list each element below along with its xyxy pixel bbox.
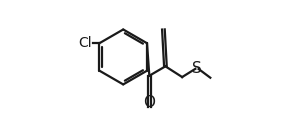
Text: Cl: Cl [78, 36, 92, 50]
Text: O: O [143, 95, 155, 110]
Text: S: S [192, 61, 202, 76]
